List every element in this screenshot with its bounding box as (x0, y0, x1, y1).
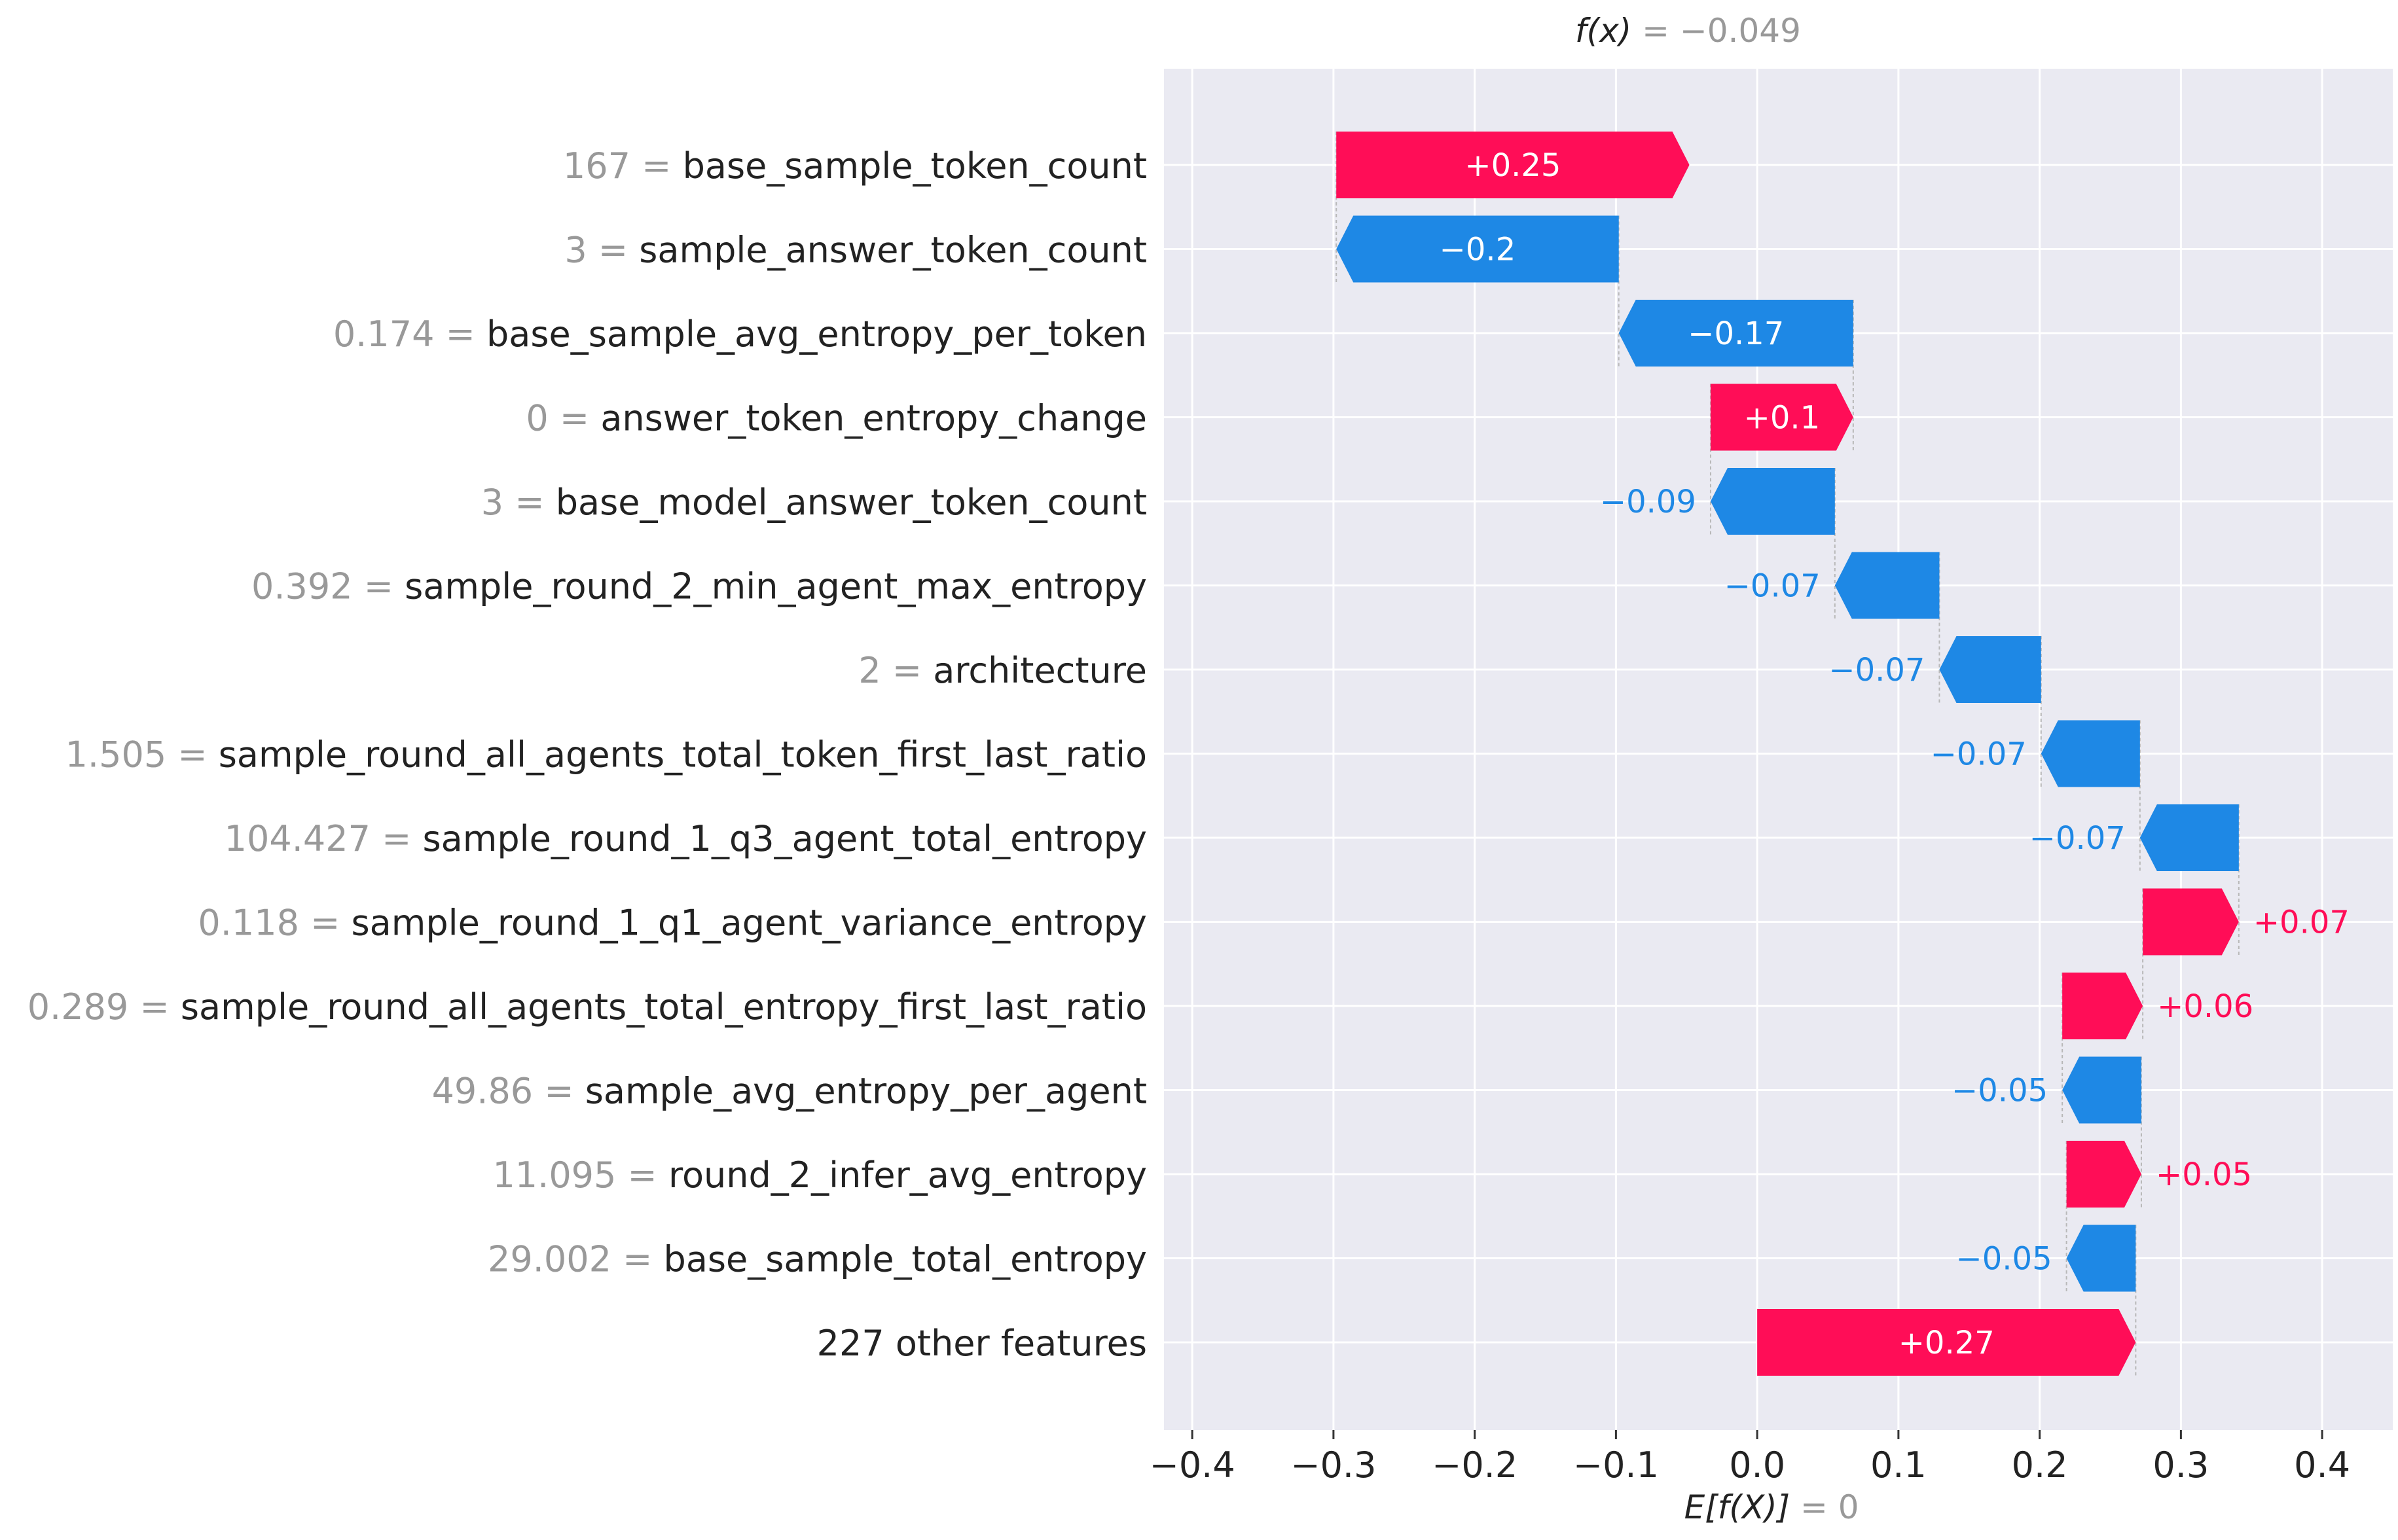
feature-label: 0.174 = base_sample_avg_entropy_per_toke… (333, 313, 1147, 355)
feature-value: 0 = (526, 398, 600, 439)
x-tick-label: 0.0 (1729, 1444, 1785, 1486)
feature-value: 0.289 = (27, 986, 181, 1028)
feature-name: sample_round_2_min_agent_max_entropy (405, 566, 1147, 607)
feature-value: 3 = (481, 482, 556, 523)
positive-bar (2062, 973, 2143, 1039)
feature-label: 1.505 = sample_round_all_agents_total_to… (65, 734, 1147, 776)
feature-label: 11.095 = round_2_infer_avg_entropy (492, 1155, 1147, 1196)
negative-bar (1618, 300, 1853, 367)
feature-value: 1.505 = (65, 734, 219, 776)
x-tick-label: 0.4 (2294, 1444, 2350, 1486)
feature-name: sample_round_1_q3_agent_total_entropy (423, 818, 1147, 859)
feature-label: 3 = sample_answer_token_count (564, 230, 1147, 271)
fx-annotation: f(x) = −0.049 (1575, 12, 1801, 50)
positive-bar (1757, 1309, 2136, 1376)
feature-value: 29.002 = (488, 1239, 664, 1280)
bar-value-label: +0.1 (1744, 400, 1821, 437)
feature-name: sample_round_1_q1_agent_variance_entropy (352, 903, 1147, 944)
negative-bar (1834, 552, 1940, 619)
feature-name: base_sample_total_entropy (664, 1239, 1147, 1280)
x-tick-label: −0.4 (1150, 1444, 1235, 1486)
feature-name: base_sample_token_count (683, 145, 1147, 187)
bar-value-label: −0.05 (1952, 1073, 2048, 1109)
x-tick-label: 0.1 (1870, 1444, 1927, 1486)
negative-bar (2062, 1056, 2141, 1124)
feature-label: 49.86 = sample_avg_entropy_per_agent (432, 1071, 1147, 1112)
feature-value: 0.392 = (251, 566, 405, 607)
feature-name: sample_round_all_agents_total_token_firs… (219, 734, 1147, 776)
plot-area (1164, 69, 2393, 1430)
feature-label: 104.427 = sample_round_1_q3_agent_total_… (225, 818, 1147, 859)
positive-bar (2143, 888, 2239, 956)
bar-value-label: +0.06 (2157, 988, 2253, 1025)
bar-value-label: +0.05 (2156, 1156, 2252, 1193)
negative-bar (1336, 215, 1619, 283)
bar-value-label: −0.17 (1688, 315, 1784, 352)
feature-label: 3 = base_model_answer_token_count (481, 482, 1147, 523)
feature-label: 0.289 = sample_round_all_agents_total_en… (27, 986, 1147, 1028)
feature-label: 167 = base_sample_token_count (563, 145, 1147, 187)
feature-value: 167 = (563, 145, 683, 187)
feature-label: 29.002 = base_sample_total_entropy (488, 1239, 1147, 1280)
feature-value: 0.174 = (333, 313, 486, 355)
negative-bar (1710, 468, 1835, 535)
base-value-annotation: E[f(X)] = 0 (1684, 1488, 1859, 1526)
base-value-value: = 0 (1790, 1488, 1859, 1526)
fx-symbol: f(x) (1575, 12, 1631, 50)
bar-value-label: −0.09 (1600, 484, 1696, 520)
feature-value: 0.118 = (198, 903, 351, 944)
positive-bar (1710, 384, 1853, 451)
fx-value: = −0.049 (1631, 12, 1801, 50)
bar-value-label: −0.07 (1828, 652, 1925, 689)
feature-name: architecture (933, 650, 1147, 691)
x-tick-label: −0.2 (1432, 1444, 1517, 1486)
feature-label: 227 other features (817, 1323, 1147, 1364)
bar-value-label: −0.05 (1956, 1241, 2052, 1278)
feature-value: 11.095 = (492, 1155, 668, 1196)
feature-label: 2 = architecture (858, 650, 1147, 691)
bar-value-label: +0.25 (1464, 147, 1561, 184)
positive-bar (2066, 1141, 2141, 1208)
feature-value: 3 = (564, 230, 639, 271)
bar-value-label: −0.07 (1931, 736, 2027, 773)
bar-value-label: −0.07 (1724, 568, 1821, 605)
feature-label: 0.118 = sample_round_1_q1_agent_variance… (198, 903, 1147, 944)
feature-name: round_2_infer_avg_entropy (668, 1155, 1147, 1196)
negative-bar (2139, 804, 2239, 871)
feature-value: 104.427 = (225, 818, 423, 859)
feature-name: base_sample_avg_entropy_per_token (486, 313, 1147, 355)
bar-value-label: −0.2 (1440, 232, 1516, 268)
feature-name: sample_round_all_agents_total_entropy_fi… (181, 986, 1147, 1028)
x-tick-label: −0.1 (1573, 1444, 1659, 1486)
x-tick-label: −0.3 (1290, 1444, 1376, 1486)
negative-bar (2066, 1225, 2136, 1292)
feature-label: 0 = answer_token_entropy_change (526, 398, 1147, 439)
negative-bar (2041, 720, 2140, 787)
bar-value-label: −0.07 (2029, 820, 2126, 857)
positive-bar (1336, 132, 1690, 198)
feature-name: sample_avg_entropy_per_agent (585, 1071, 1147, 1112)
feature-label: 0.392 = sample_round_2_min_agent_max_ent… (251, 566, 1147, 607)
x-tick-label: 0.2 (2012, 1444, 2068, 1486)
bar-value-label: +0.07 (2253, 904, 2350, 941)
feature-name: base_model_answer_token_count (556, 482, 1147, 523)
base-value-symbol: E[f(X)] (1684, 1488, 1790, 1526)
feature-value: 2 = (858, 650, 933, 691)
feature-name: sample_answer_token_count (639, 230, 1147, 271)
feature-name: 227 other features (817, 1323, 1147, 1364)
negative-bar (1939, 636, 2041, 703)
feature-value: 49.86 = (432, 1071, 585, 1112)
x-tick-label: 0.3 (2153, 1444, 2209, 1486)
bar-value-label: +0.27 (1898, 1325, 1995, 1361)
feature-name: answer_token_entropy_change (600, 398, 1147, 439)
